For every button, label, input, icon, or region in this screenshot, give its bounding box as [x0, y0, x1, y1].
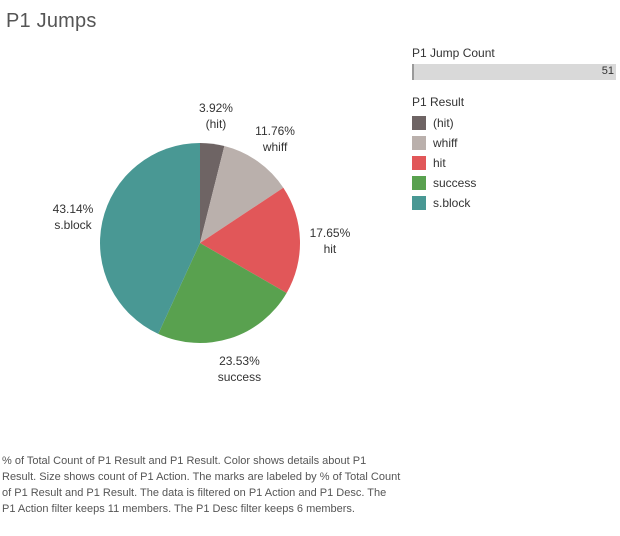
filter-range-fill: [414, 64, 616, 80]
pie-slice-hit[interactable]: [200, 143, 225, 243]
slice-label: 23.53% success: [218, 354, 261, 384]
filter-range-bar[interactable]: 51: [412, 64, 616, 80]
jump-count-filter[interactable]: P1 Jump Count 51: [412, 46, 618, 80]
filter-title: P1 Jump Count: [412, 46, 495, 60]
slice-percent: 17.65%: [310, 226, 351, 240]
chart-caption: % of Total Count of P1 Result and P1 Res…: [2, 455, 401, 515]
legend-swatch: [412, 196, 426, 210]
pie-slice-success[interactable]: [158, 243, 287, 343]
legend-title: P1 Result: [412, 95, 465, 109]
slice-label: 3.92% (hit): [199, 101, 233, 131]
legend-swatch: [412, 176, 426, 190]
slice-percent: 3.92%: [199, 101, 233, 115]
pie-slice-s-block[interactable]: [100, 143, 200, 334]
legend-swatch: [412, 156, 426, 170]
slice-category: (hit): [206, 117, 227, 131]
pie-slice-whiff[interactable]: [200, 146, 284, 243]
slice-label: 17.65% hit: [310, 226, 351, 256]
legend-swatch: [412, 136, 426, 150]
slice-category: whiff: [262, 140, 288, 154]
legend-item[interactable]: hit: [412, 153, 612, 173]
legend-label: s.block: [433, 196, 471, 210]
slice-percent: 43.14%: [53, 202, 94, 216]
legend-item[interactable]: success: [412, 173, 612, 193]
legend-label: (hit): [433, 116, 454, 130]
legend-label: hit: [433, 156, 446, 170]
slice-percent: 11.76%: [255, 124, 295, 138]
legend-swatch: [412, 116, 426, 130]
pie-chart: 3.92% (hit) 11.76% whiff 17.65% hit 23.53% succ…: [0, 100, 400, 400]
legend-item[interactable]: (hit): [412, 113, 612, 133]
slice-percent: 23.53%: [219, 354, 260, 368]
legend-item[interactable]: whiff: [412, 133, 612, 153]
pie-slice-hit[interactable]: [200, 187, 300, 293]
legend: P1 Result (hit) whiff hit success s.block: [412, 95, 612, 213]
slice-category: hit: [324, 242, 337, 256]
filter-value: 51: [601, 65, 614, 77]
legend-item[interactable]: s.block: [412, 193, 612, 213]
slice-category: success: [218, 370, 261, 384]
slice-category: s.block: [54, 218, 92, 232]
legend-label: whiff: [433, 136, 458, 150]
legend-label: success: [433, 176, 477, 190]
chart-title: P1 Jumps: [6, 10, 97, 32]
slice-label: 43.14% s.block: [53, 202, 94, 232]
slice-label: 11.76% whiff: [255, 124, 295, 154]
pie-svg: 3.92% (hit) 11.76% whiff 17.65% hit 23.53% succ…: [53, 101, 351, 384]
